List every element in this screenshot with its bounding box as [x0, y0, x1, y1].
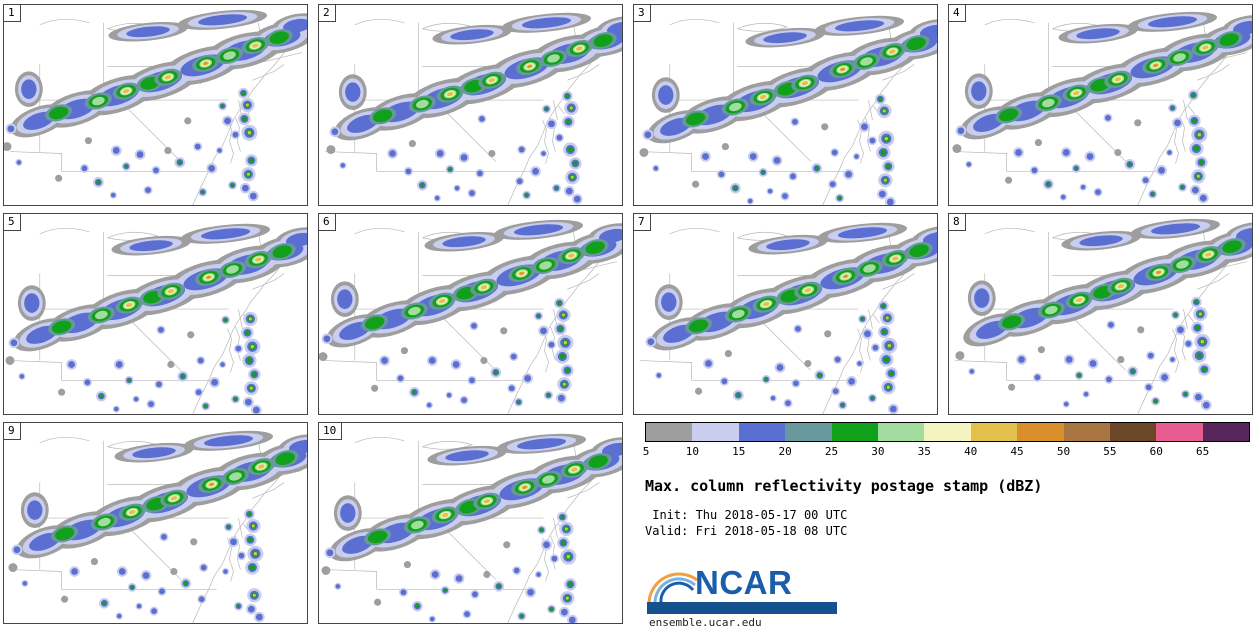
forecast-panel: 6 — [318, 213, 623, 415]
colorbar-ticks: 5 10 15 20 25 30 35 40 45 50 55 60 65 — [642, 445, 1250, 461]
colorbar-tick-label: 65 — [1195, 445, 1210, 458]
colorbar-tick-label: 60 — [1149, 445, 1163, 458]
colorbar-tick-label: 45 — [1010, 445, 1024, 458]
ncar-logo: NCAR ensemble.ucar.edu — [647, 564, 867, 630]
forecast-panel: 3 — [633, 4, 938, 206]
panel-number-label: 5 — [4, 214, 21, 231]
colorbar-segment — [877, 423, 925, 441]
colorbar — [645, 422, 1250, 442]
ncar-logo-bar — [647, 602, 837, 614]
reflectivity-map — [319, 214, 622, 414]
valid-time: Valid: Fri 2018-05-18 08 UTC — [645, 524, 848, 538]
reflectivity-map — [4, 214, 307, 414]
forecast-panel: 7 — [633, 213, 938, 415]
reflectivity-map — [949, 5, 1252, 205]
panel-number-label: 7 — [634, 214, 651, 231]
figure-title: Max. column reflectivity postage stamp (… — [645, 477, 1043, 495]
panel-number-label: 10 — [319, 423, 343, 440]
panel-number-label: 3 — [634, 5, 651, 22]
forecast-panel: 1 — [3, 4, 308, 206]
forecast-panel: 9 — [3, 422, 308, 624]
colorbar-segment — [646, 423, 693, 441]
colorbar-segment — [738, 423, 786, 441]
colorbar-segment — [1156, 423, 1203, 441]
colorbar-segment — [1063, 423, 1110, 441]
panel-number-label: 2 — [319, 5, 336, 22]
colorbar-tick-label: 20 — [778, 445, 792, 458]
ncar-swoosh-icon — [647, 572, 698, 604]
reflectivity-map — [4, 423, 307, 623]
reflectivity-map — [634, 214, 937, 414]
ncar-logo-text: NCAR — [695, 564, 793, 601]
panel-number-label: 4 — [949, 5, 966, 22]
init-time: Init: Thu 2018-05-17 00 UTC — [645, 508, 848, 522]
forecast-panel: 10 — [318, 422, 623, 624]
forecast-panel: 8 — [948, 213, 1253, 415]
site-url: ensemble.ucar.edu — [649, 616, 762, 629]
colorbar-tick-label: 25 — [824, 445, 839, 458]
legend-area: 5 10 15 20 25 30 35 40 45 50 55 60 65 Max. column re… — [642, 422, 1252, 629]
reflectivity-map — [4, 5, 307, 205]
colorbar-tick-label: 10 — [685, 445, 699, 458]
colorbar-tick-label: 50 — [1056, 445, 1071, 458]
colorbar-segment — [1202, 423, 1250, 441]
colorbar-tick-label: 5 — [642, 445, 650, 458]
panel-number-label: 8 — [949, 214, 966, 231]
forecast-panel: 2 — [318, 4, 623, 206]
time-caption: Init: Thu 2018-05-17 00 UTC Valid: Fri 2… — [645, 507, 1252, 539]
colorbar-segment — [831, 423, 878, 441]
colorbar-segment — [1109, 423, 1157, 441]
forecast-panel: 5 — [3, 213, 308, 415]
forecast-panel: 4 — [948, 4, 1253, 206]
reflectivity-map — [634, 5, 937, 205]
reflectivity-map — [949, 214, 1252, 414]
colorbar-tick-label: 15 — [732, 445, 746, 458]
colorbar-segment — [1017, 423, 1064, 441]
panel-number-label: 1 — [4, 5, 21, 22]
colorbar-segment — [970, 423, 1018, 441]
colorbar-tick-label: 40 — [964, 445, 978, 458]
colorbar-segment — [692, 423, 739, 441]
panel-number-label: 6 — [319, 214, 336, 231]
colorbar-tick-label: 35 — [917, 445, 931, 458]
colorbar-segment — [785, 423, 832, 441]
colorbar-segment — [924, 423, 971, 441]
panel-number-label: 9 — [4, 423, 21, 440]
reflectivity-map — [319, 423, 622, 623]
colorbar-tick-label: 30 — [871, 445, 885, 458]
reflectivity-map — [319, 5, 622, 205]
colorbar-tick-label: 55 — [1103, 445, 1117, 458]
